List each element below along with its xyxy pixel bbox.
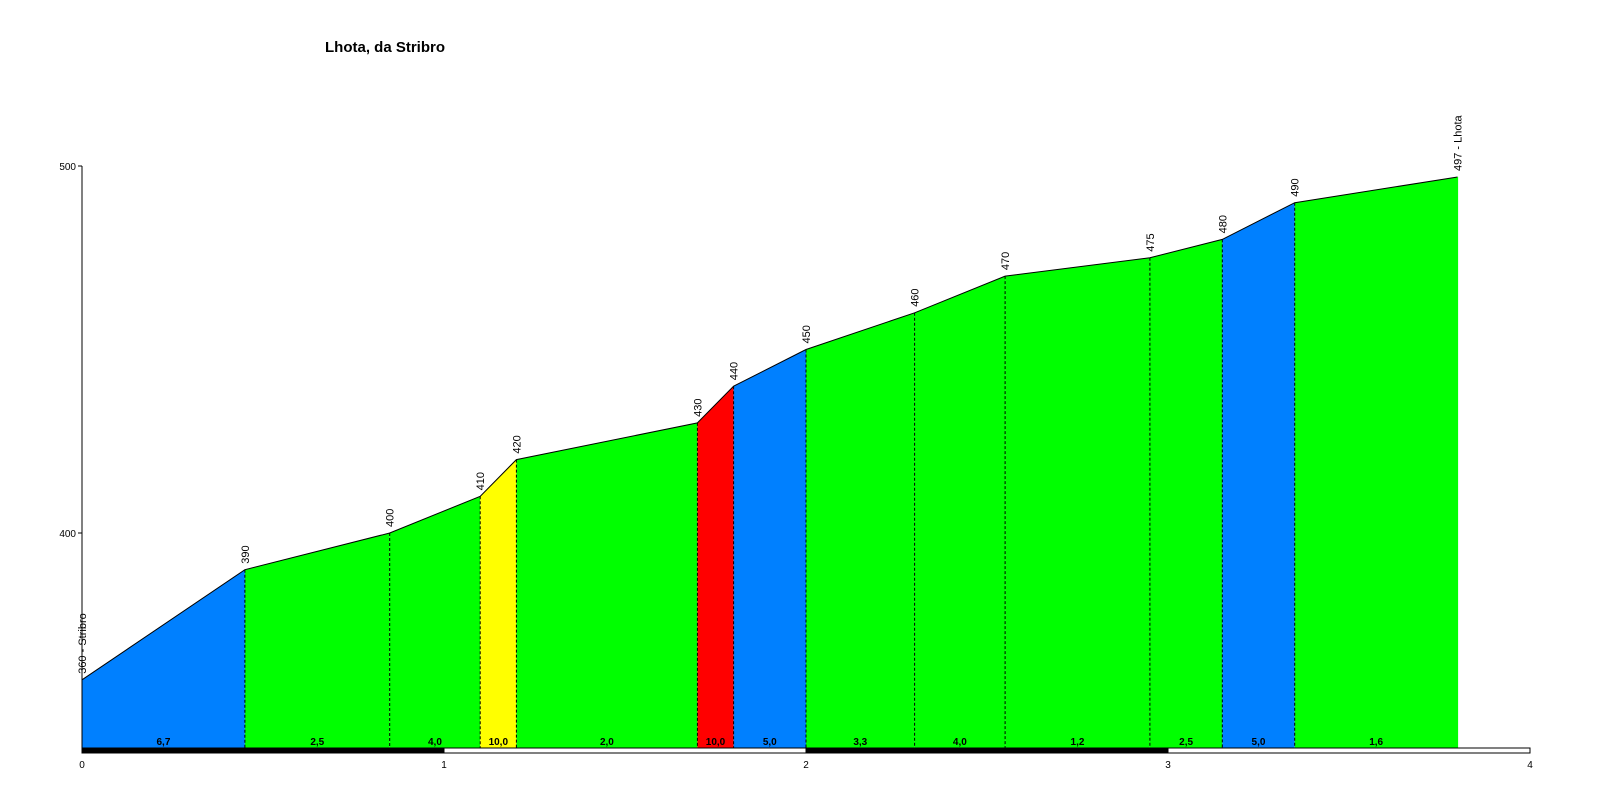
y-tick-label: 500 <box>59 162 76 173</box>
grade-label: 5,0 <box>763 737 777 748</box>
grade-label: 4,0 <box>953 737 967 748</box>
profile-segment <box>82 569 245 748</box>
distance-bar-segment <box>443 747 807 754</box>
profile-segment <box>697 386 734 748</box>
elevation-label: 420 <box>511 435 523 453</box>
profile-segment <box>806 312 915 748</box>
profile-segment <box>516 422 698 748</box>
elevation-label: 475 <box>1145 233 1157 251</box>
elevation-label: 470 <box>1000 252 1012 270</box>
grade-label: 1,2 <box>1071 737 1085 748</box>
x-tick-label: 3 <box>1165 760 1171 771</box>
grade-label: 5,0 <box>1252 737 1266 748</box>
elevation-label: 440 <box>729 362 741 380</box>
profile-segment <box>1222 202 1295 748</box>
profile-segment <box>1294 177 1458 748</box>
grade-label: 3,3 <box>853 737 867 748</box>
grade-label: 1,6 <box>1369 737 1383 748</box>
profile-segment <box>733 349 806 748</box>
y-tick-label: 400 <box>59 529 76 540</box>
profile-outline <box>81 176 1458 681</box>
x-tick-label: 0 <box>79 760 85 771</box>
grade-label: 2,5 <box>1179 737 1193 748</box>
elevation-label: 390 <box>240 545 252 563</box>
elevation-label: 460 <box>910 288 922 306</box>
elevation-label: 410 <box>475 472 487 490</box>
grade-label: 4,0 <box>428 737 442 748</box>
elevation-label: 480 <box>1217 215 1229 233</box>
profile-segment <box>244 533 390 748</box>
grade-label: 2,0 <box>600 737 614 748</box>
distance-bar-segment <box>1167 747 1531 754</box>
grade-label: 10,0 <box>706 737 726 748</box>
x-tick-label: 4 <box>1527 760 1533 771</box>
profile-segment <box>389 496 481 748</box>
elevation-label: 450 <box>801 325 813 343</box>
grade-label: 10,0 <box>489 737 509 748</box>
chart-title: Lhota, da Stribro <box>325 39 445 56</box>
elevation-label: 430 <box>692 399 704 417</box>
profile-segment <box>1149 239 1223 748</box>
elevation-label: 497 - Lhota <box>1453 114 1465 171</box>
profile-segment <box>914 276 1006 748</box>
elevation-label: 490 <box>1290 178 1302 196</box>
distance-bar-segment <box>805 747 1169 754</box>
profile-segment <box>480 459 517 748</box>
grade-label: 2,5 <box>310 737 324 748</box>
grade-label: 6,7 <box>156 737 170 748</box>
elevation-label: 400 <box>385 509 397 527</box>
x-tick-label: 1 <box>441 760 447 771</box>
x-tick-label: 2 <box>803 760 809 771</box>
profile-segment <box>1005 257 1150 748</box>
elevation-label: 360 - Stribro <box>77 613 89 674</box>
distance-bar-segment <box>81 747 445 754</box>
